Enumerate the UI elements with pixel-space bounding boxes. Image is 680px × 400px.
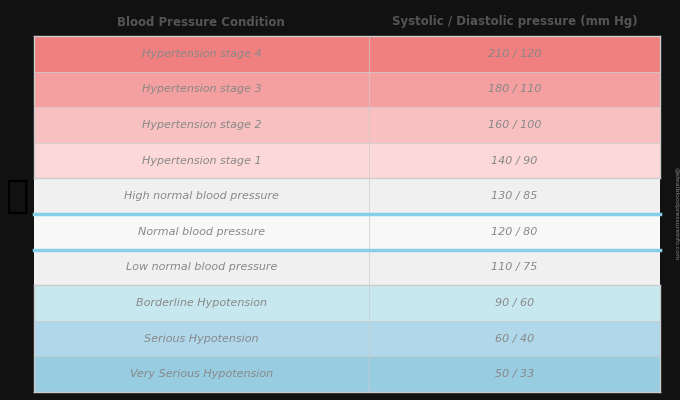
Text: @idealbloodpressureinfo.com: @idealbloodpressureinfo.com bbox=[673, 167, 679, 261]
Text: 210 / 120: 210 / 120 bbox=[488, 49, 541, 59]
Text: Borderline Hypotension: Borderline Hypotension bbox=[136, 298, 267, 308]
Text: High normal blood pressure: High normal blood pressure bbox=[124, 191, 279, 201]
Text: Hypertension stage 3: Hypertension stage 3 bbox=[141, 84, 261, 94]
Text: 160 / 100: 160 / 100 bbox=[488, 120, 541, 130]
Text: 180 / 110: 180 / 110 bbox=[488, 84, 541, 94]
Text: 130 / 85: 130 / 85 bbox=[492, 191, 538, 201]
Text: 50 / 33: 50 / 33 bbox=[495, 369, 534, 379]
Bar bbox=[34, 8, 660, 36]
Bar bbox=[34, 214, 660, 250]
Bar bbox=[34, 285, 660, 321]
Text: Serious Hypotension: Serious Hypotension bbox=[144, 334, 258, 344]
Bar bbox=[34, 107, 660, 143]
Text: Hypertension stage 4: Hypertension stage 4 bbox=[141, 49, 261, 59]
Text: 120 / 80: 120 / 80 bbox=[492, 227, 538, 237]
Bar bbox=[34, 250, 660, 285]
Bar bbox=[34, 356, 660, 392]
Text: 60 / 40: 60 / 40 bbox=[495, 334, 534, 344]
Bar bbox=[34, 36, 660, 72]
Text: Normal blood pressure: Normal blood pressure bbox=[138, 227, 265, 237]
Bar bbox=[34, 178, 660, 214]
Text: Blood Pressure Condition: Blood Pressure Condition bbox=[118, 16, 285, 28]
Text: Low normal blood pressure: Low normal blood pressure bbox=[126, 262, 277, 272]
Text: Very Serious Hypotension: Very Serious Hypotension bbox=[130, 369, 273, 379]
Bar bbox=[34, 143, 660, 178]
Bar bbox=[34, 72, 660, 107]
Text: 110 / 75: 110 / 75 bbox=[492, 262, 538, 272]
Text: Hypertension stage 2: Hypertension stage 2 bbox=[141, 120, 261, 130]
Text: Hypertension stage 1: Hypertension stage 1 bbox=[141, 156, 261, 166]
Text: 90 / 60: 90 / 60 bbox=[495, 298, 534, 308]
Bar bbox=[34, 321, 660, 356]
Text: Systolic / Diastolic pressure (mm Hg): Systolic / Diastolic pressure (mm Hg) bbox=[392, 16, 637, 28]
Text: 140 / 90: 140 / 90 bbox=[492, 156, 538, 166]
Text: 👍: 👍 bbox=[5, 177, 29, 215]
